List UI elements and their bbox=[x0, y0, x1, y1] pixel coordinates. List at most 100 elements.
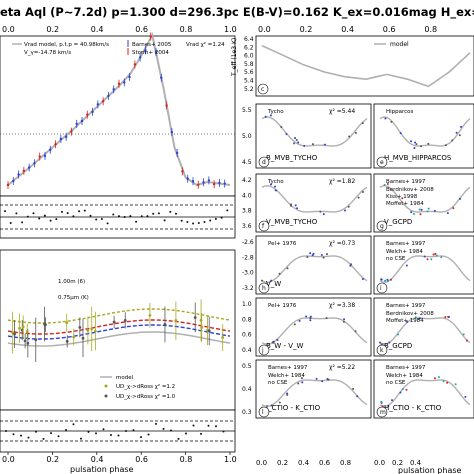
panel-source-label: Hipparcos bbox=[386, 109, 414, 115]
photometry-panel: 1.0 0.8 0.6 0.4 Pel+ 1976 χ² =3.38 B_W - V_Wj bbox=[242, 297, 372, 357]
panel-frame bbox=[373, 359, 474, 419]
residual-point bbox=[140, 215, 143, 218]
residual2-point bbox=[222, 430, 225, 433]
vrad-point bbox=[117, 82, 121, 85]
panel-data-point bbox=[320, 253, 323, 256]
panel-data-point bbox=[465, 339, 468, 342]
panel-data-point bbox=[286, 267, 289, 270]
panel-data-point bbox=[414, 316, 417, 319]
residual2-point bbox=[170, 429, 172, 432]
ud-point bbox=[112, 320, 116, 324]
panel-data-point bbox=[361, 190, 364, 193]
panel-data-point bbox=[388, 341, 391, 344]
residual2-point bbox=[140, 436, 142, 439]
ud-point bbox=[93, 329, 97, 333]
vrad-point bbox=[80, 119, 84, 123]
panel-data-point bbox=[427, 142, 430, 145]
panel-name-label: H_MVB_HIPPARCOS bbox=[384, 154, 452, 162]
panel-letter-circle bbox=[376, 282, 388, 294]
panel-source-label: Barnes+ 1997 bbox=[386, 365, 426, 371]
panel-ytick: 0.4 bbox=[242, 347, 252, 354]
residual2-point bbox=[162, 427, 165, 430]
ud-point bbox=[11, 331, 15, 334]
ud-model-curve bbox=[7, 319, 231, 335]
panel-data-point bbox=[464, 395, 467, 398]
panel-ytick: 4.5 bbox=[242, 159, 252, 166]
panel-ytick: 0.3 bbox=[242, 409, 252, 416]
panel-data-point bbox=[384, 117, 387, 120]
panel-data-point bbox=[297, 382, 300, 385]
panel-letter: f bbox=[262, 223, 265, 230]
panel-data-point bbox=[301, 381, 304, 384]
panel-data-point bbox=[380, 278, 383, 281]
panel-data-point bbox=[442, 380, 445, 383]
panel-data-point bbox=[319, 210, 322, 213]
residual-point bbox=[100, 218, 103, 221]
panel-data-point bbox=[293, 142, 296, 145]
panel-name-label: B_W - V_W bbox=[266, 342, 303, 350]
ud-point bbox=[90, 327, 94, 331]
residual-point bbox=[203, 221, 206, 224]
panel-data-point bbox=[278, 272, 281, 275]
panel-data-point bbox=[274, 189, 277, 192]
panel-model-curve bbox=[261, 255, 368, 283]
residual2-point bbox=[80, 437, 82, 440]
panel-source-label: Kiss+ 1998 bbox=[386, 194, 418, 200]
panel-name-label: B_GCPD bbox=[384, 342, 412, 350]
panel-data-point bbox=[427, 207, 430, 210]
ud-point bbox=[72, 335, 76, 339]
residual-point bbox=[15, 212, 18, 215]
right-bottom-tick: 0.2 bbox=[392, 459, 403, 467]
panel-data-point bbox=[293, 323, 296, 326]
panel-data-point bbox=[261, 279, 264, 282]
panel-letter: m bbox=[380, 409, 386, 416]
residual2-point bbox=[125, 430, 127, 433]
panel-ytick: 0.6 bbox=[242, 332, 252, 339]
panel-name-label: V_GCPD bbox=[384, 218, 412, 226]
panel-letter: e bbox=[380, 159, 384, 166]
residual-point bbox=[226, 209, 229, 212]
vrad-point bbox=[54, 143, 57, 146]
panel-data-point bbox=[347, 205, 350, 208]
panel-source-label: Tycho bbox=[267, 109, 284, 115]
vrad-point bbox=[212, 183, 216, 186]
panel-ytick: 3.8 bbox=[242, 208, 252, 215]
figure-title: eta Aql (P~7.2d) p=1.300 d=296.3pc E(B-V… bbox=[0, 5, 474, 20]
legend-swatch-ud2 bbox=[104, 394, 108, 398]
teff-legend: model bbox=[390, 41, 409, 48]
panel-data-point bbox=[305, 315, 308, 318]
vrad-point bbox=[107, 94, 110, 98]
panel-source-label: Pel+ 1976 bbox=[268, 241, 297, 247]
teff-model-curve bbox=[261, 44, 471, 88]
residual2-point bbox=[207, 424, 210, 427]
panel-source-label: Berdnikov+ 2008 bbox=[386, 311, 434, 317]
legend-stat: Vrad χ² =1.24 bbox=[186, 41, 225, 48]
vrad-point bbox=[181, 170, 184, 173]
panel-data-point bbox=[401, 197, 404, 200]
panel-source-label: Berdnikov+ 2008 bbox=[386, 187, 434, 193]
panel-data-point bbox=[451, 139, 454, 142]
top-tick-label: 0.2 bbox=[46, 25, 59, 34]
residual-point bbox=[157, 212, 160, 215]
residual-point bbox=[9, 221, 12, 224]
vrad-point bbox=[138, 56, 142, 59]
panel-chi2-label: χ² =5.44 bbox=[329, 108, 355, 115]
panel-letter-circle bbox=[376, 156, 388, 168]
ud-point bbox=[78, 325, 82, 329]
panel-data-point bbox=[386, 278, 389, 281]
panel-data-point bbox=[321, 380, 324, 383]
panel-data-point bbox=[326, 253, 329, 256]
residual2-point bbox=[5, 429, 7, 432]
ud-point bbox=[65, 321, 69, 325]
panel-data-point bbox=[300, 377, 303, 380]
vrad-point bbox=[186, 177, 189, 180]
top-tick-label: 0.0 bbox=[2, 25, 15, 34]
panel-data-point bbox=[440, 256, 443, 259]
panel-data-point bbox=[350, 263, 353, 266]
panel-data-point bbox=[274, 185, 277, 188]
panel-data-point bbox=[455, 131, 458, 134]
panel-ytick: 5.0 bbox=[242, 133, 252, 140]
panel-data-point bbox=[433, 377, 436, 380]
